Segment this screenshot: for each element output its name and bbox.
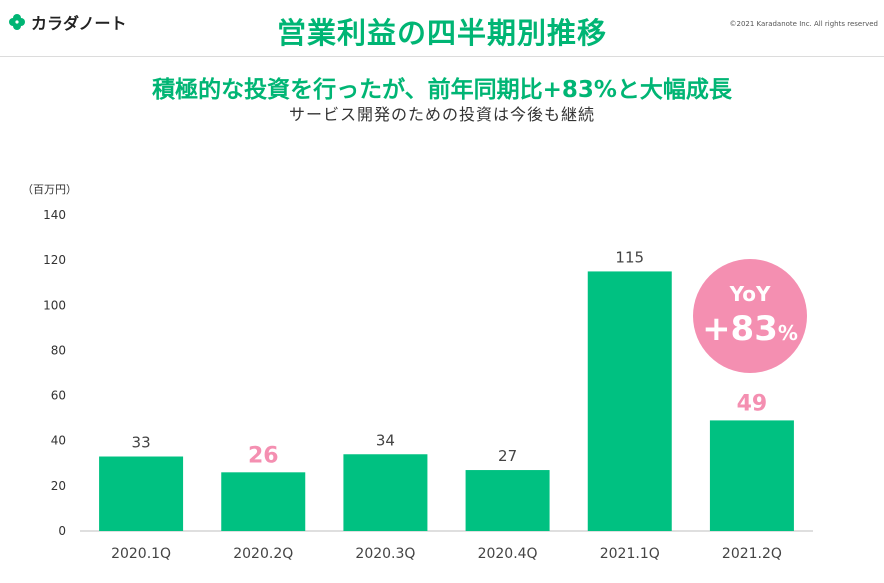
bar [465, 470, 550, 531]
headline: 積極的な投資を行ったが、前年同期比+83%と大幅成長 [152, 77, 732, 103]
clover-icon [9, 14, 25, 30]
yoy-badge-percent: % [778, 321, 798, 345]
x-tick-label: 2020.4Q [478, 546, 538, 562]
y-tick-label: 140 [43, 208, 66, 222]
subheadline: サービス開発のための投資は今後も継続 [288, 105, 595, 124]
bar [343, 454, 428, 531]
bar-value-label: 115 [615, 248, 644, 266]
y-tick-label: 80 [51, 343, 66, 357]
logo-text: カラダノート [31, 14, 127, 33]
x-tick-label: 2020.2Q [233, 546, 293, 562]
x-tick-label: 2021.1Q [600, 546, 660, 562]
x-tick-label: 2021.2Q [722, 546, 782, 562]
yoy-badge [693, 259, 807, 373]
yoy-badge-number: +83 [702, 309, 778, 349]
header-divider [0, 56, 884, 57]
y-tick-label: 0 [58, 524, 66, 538]
y-tick-label: 20 [51, 479, 66, 493]
unit-label: （百万円） [22, 183, 77, 196]
bar-value-label: 33 [132, 434, 151, 452]
bar-value-label: 49 [737, 391, 768, 416]
y-tick-label: 40 [51, 434, 66, 448]
x-tick-label: 2020.1Q [111, 546, 171, 562]
yoy-badge-value: +83% [702, 309, 798, 349]
logo: カラダノート [8, 10, 127, 34]
bar-value-label: 27 [498, 447, 517, 465]
bar [221, 472, 306, 531]
bar [587, 271, 672, 531]
copyright: ©2021 Karadanote Inc. All rights reserve… [729, 20, 878, 28]
page-title: 営業利益の四半期別推移 [276, 16, 607, 50]
bar [709, 420, 794, 531]
bar-value-label: 34 [376, 431, 395, 449]
bar [99, 456, 184, 531]
x-tick-label: 2020.3Q [355, 546, 415, 562]
bar-value-label: 26 [248, 443, 279, 468]
y-tick-label: 60 [51, 389, 66, 403]
y-tick-label: 100 [43, 298, 66, 312]
y-tick-label: 120 [43, 253, 66, 267]
yoy-badge-title: YoY [729, 282, 771, 306]
